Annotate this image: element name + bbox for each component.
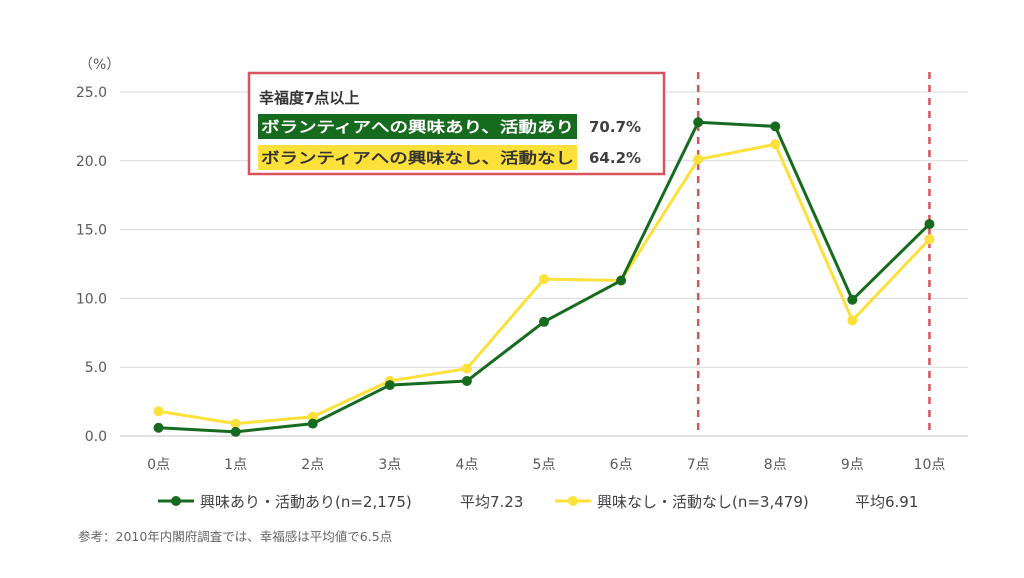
annotation-label-bg bbox=[258, 114, 577, 139]
data-point bbox=[847, 294, 858, 305]
legend-swatch-marker bbox=[568, 496, 578, 506]
data-point bbox=[693, 154, 704, 165]
legend-swatch-marker bbox=[171, 496, 181, 506]
data-point bbox=[384, 380, 395, 391]
annotation-row: ボランティアへの興味なし、活動なし 64.2% bbox=[258, 145, 641, 170]
annotation-box: 幸福度7点以上 ボランティアへの興味あり、活動あり 70.7%ボランティアへの興味… bbox=[247, 71, 666, 176]
x-tick-label: 8点 bbox=[764, 457, 787, 473]
annotation-label: ボランティアへの興味あり、活動あり bbox=[261, 118, 574, 136]
data-point bbox=[461, 363, 472, 374]
legend: 興味あり・活動あり(n=2,175) 平均7.23 興味なし・活動なし(n=3,47… bbox=[158, 493, 918, 511]
series-0 bbox=[153, 117, 935, 437]
y-tick-label: 20.0 bbox=[76, 154, 107, 170]
data-point bbox=[770, 121, 781, 132]
y-tick-label: 0.0 bbox=[85, 429, 107, 445]
annotation-label-bg bbox=[258, 145, 577, 170]
y-tick-label: 10.0 bbox=[76, 291, 107, 307]
data-point bbox=[153, 422, 164, 433]
y-tick-label: 15.0 bbox=[76, 223, 107, 239]
series-1 bbox=[153, 139, 935, 429]
footnote: 参考：2010年内閣府調査では、幸福感は平均値で6.5点 bbox=[78, 529, 392, 544]
data-point bbox=[230, 418, 241, 429]
data-point bbox=[539, 274, 549, 285]
x-tick-label: 0点 bbox=[147, 457, 170, 473]
x-tick-label: 10点 bbox=[914, 457, 946, 473]
x-tick-label: 7点 bbox=[687, 457, 710, 473]
annotation-label: ボランティアへの興味なし、活動なし bbox=[261, 149, 574, 167]
data-point bbox=[153, 406, 164, 417]
data-point bbox=[847, 315, 858, 326]
data-point bbox=[770, 139, 781, 150]
data-point bbox=[924, 234, 935, 245]
y-tick-label: 25.0 bbox=[76, 85, 107, 101]
x-tick-label: 9点 bbox=[841, 457, 864, 473]
annotation-title: 幸福度7点以上 bbox=[259, 89, 359, 107]
x-tick-label: 2点 bbox=[301, 457, 324, 473]
data-point bbox=[461, 375, 472, 386]
x-axis-ticks: 0点 1点 2点 3点 4点 5点 6点 7点 8点 9点 10点 bbox=[147, 457, 945, 473]
legend-item: 興味あり・活動あり(n=2,175) 平均7.23 bbox=[158, 493, 523, 511]
y-tick-label: 5.0 bbox=[85, 360, 107, 376]
series-lines bbox=[153, 117, 935, 437]
data-point bbox=[307, 418, 318, 429]
legend-average: 平均7.23 bbox=[460, 493, 523, 511]
legend-average: 平均6.91 bbox=[855, 493, 918, 511]
data-point bbox=[539, 316, 549, 327]
legend-item: 興味なし・活動なし(n=3,479) 平均6.91 bbox=[555, 493, 918, 511]
x-tick-label: 3点 bbox=[378, 457, 401, 473]
data-point bbox=[307, 411, 318, 422]
y-axis-ticks: 0.0 5.0 10.0 15.0 20.0 25.0 bbox=[76, 85, 107, 445]
x-tick-label: 1点 bbox=[224, 457, 247, 473]
annotation-value: 64.2% bbox=[589, 149, 641, 167]
x-tick-label: 4点 bbox=[455, 457, 478, 473]
legend-label: 興味なし・活動なし(n=3,479) bbox=[597, 493, 809, 511]
data-point bbox=[924, 219, 935, 230]
data-point bbox=[693, 117, 704, 128]
x-tick-label: 6点 bbox=[610, 457, 633, 473]
data-point bbox=[230, 426, 241, 437]
legend-label: 興味あり・活動あり(n=2,175) bbox=[200, 493, 412, 511]
data-point bbox=[616, 275, 627, 286]
annotation-rows: ボランティアへの興味あり、活動あり 70.7% ボランティアへの興味なし、活動なし 6… bbox=[258, 114, 641, 170]
reference-lines bbox=[696, 72, 931, 436]
y-axis-unit: （%） bbox=[79, 57, 120, 73]
annotation-value: 70.7% bbox=[589, 118, 641, 136]
annotation-row: ボランティアへの興味あり、活動あり 70.7% bbox=[258, 114, 641, 139]
x-tick-label: 5点 bbox=[533, 457, 556, 473]
